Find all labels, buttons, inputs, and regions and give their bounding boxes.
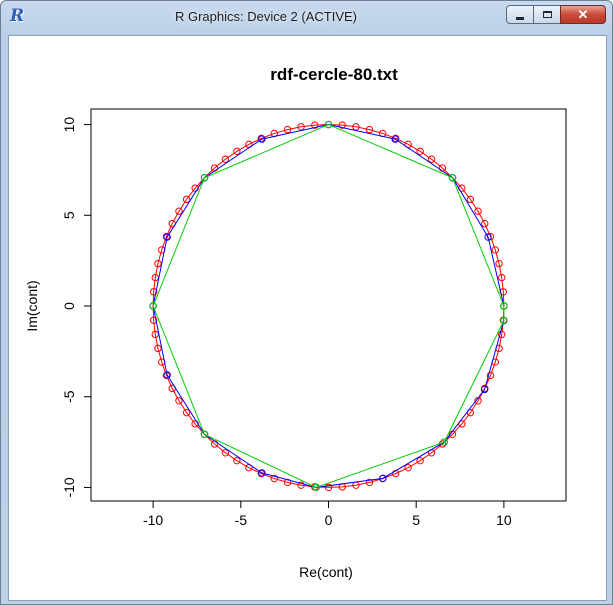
minimize-icon bbox=[516, 16, 524, 20]
series-1-point bbox=[258, 135, 266, 143]
series-0-point bbox=[154, 259, 162, 268]
window-controls: ✕ bbox=[506, 5, 606, 25]
y-tick-label: -10 bbox=[61, 477, 77, 497]
series-0-point bbox=[498, 273, 506, 282]
series-0-point bbox=[233, 456, 241, 465]
series-0-point bbox=[297, 123, 305, 131]
series-2-point bbox=[324, 120, 333, 129]
x-tick-label: 10 bbox=[496, 512, 512, 528]
r-app-icon: R bbox=[10, 6, 25, 26]
series-0-point bbox=[491, 246, 500, 254]
x-tick-label: -5 bbox=[235, 512, 248, 528]
series-0-point bbox=[365, 125, 374, 134]
series-0-point bbox=[365, 478, 374, 487]
series-1-line bbox=[152, 124, 505, 488]
series-0-point bbox=[154, 344, 162, 353]
series-0-point bbox=[221, 155, 230, 163]
series-2-point bbox=[500, 302, 508, 310]
series-0-point bbox=[481, 219, 489, 228]
y-axis-label: Im(cont) bbox=[24, 280, 40, 331]
series-0-point bbox=[221, 449, 230, 457]
y-tick-label: 10 bbox=[61, 117, 77, 133]
series-0-point bbox=[352, 123, 360, 131]
series-0-point bbox=[474, 207, 482, 215]
series-0-point bbox=[149, 288, 158, 296]
series-2-point bbox=[500, 316, 508, 325]
series-0-point bbox=[311, 121, 319, 129]
series-2-line bbox=[152, 124, 505, 488]
y-tick-label: 0 bbox=[61, 302, 77, 310]
maximize-button[interactable] bbox=[533, 5, 561, 24]
plot-frame bbox=[90, 108, 567, 502]
series-0-point bbox=[324, 483, 333, 492]
x-tick-label: -10 bbox=[143, 512, 163, 528]
series-0-point bbox=[416, 147, 424, 156]
series-0-point bbox=[182, 195, 191, 204]
series-0-point bbox=[149, 316, 158, 324]
plot-svg: rdf-cercle-80.txt Re(cont) Im(cont) -10-… bbox=[24, 65, 567, 580]
series-2-point bbox=[200, 430, 209, 438]
axes-group: -10 -5 0 5 10 -10 -5 0 5 10 bbox=[61, 108, 567, 528]
series-0-point bbox=[175, 397, 183, 405]
series-1-point bbox=[258, 469, 266, 477]
close-button[interactable]: ✕ bbox=[560, 5, 606, 24]
series-1-point bbox=[480, 385, 489, 394]
maximize-icon bbox=[542, 11, 552, 18]
series-0-point bbox=[495, 259, 503, 268]
series-2-point bbox=[448, 174, 457, 182]
series-1-point bbox=[379, 474, 387, 483]
title-bar[interactable]: R R Graphics: Device 2 (ACTIVE) ✕ bbox=[1, 1, 612, 35]
x-tick-label: 0 bbox=[325, 512, 333, 528]
series-2-point bbox=[440, 438, 448, 446]
graphics-device-area: rdf-cercle-80.txt Re(cont) Im(cont) -10-… bbox=[8, 35, 607, 601]
y-tick-label: 5 bbox=[61, 211, 77, 219]
series-0-point bbox=[427, 155, 436, 163]
x-axis-label: Re(cont) bbox=[299, 564, 353, 580]
window-title: R Graphics: Device 2 (ACTIVE) bbox=[174, 9, 358, 24]
close-icon: ✕ bbox=[577, 6, 589, 22]
series-0-point bbox=[233, 147, 241, 156]
series-2-point bbox=[149, 302, 157, 310]
x-tick-label: 5 bbox=[412, 512, 420, 528]
series-1-point bbox=[163, 233, 171, 241]
series-0-point bbox=[283, 478, 292, 487]
series-1-point bbox=[484, 233, 492, 241]
series-0-point bbox=[486, 371, 495, 380]
plot-title: rdf-cercle-80.txt bbox=[270, 65, 398, 84]
minimize-button[interactable] bbox=[506, 5, 534, 24]
y-tick-label: -5 bbox=[61, 390, 77, 403]
series-0-point bbox=[297, 481, 305, 489]
series-0-point bbox=[498, 330, 506, 339]
series-0-point bbox=[182, 408, 191, 417]
series-0-point bbox=[404, 463, 412, 472]
series-0-point bbox=[338, 121, 346, 129]
data-marks bbox=[149, 120, 508, 492]
series-0-point bbox=[416, 456, 424, 465]
series-0-point bbox=[175, 207, 183, 215]
series-2-point bbox=[200, 174, 209, 182]
series-1-point bbox=[391, 135, 399, 143]
series-2-point bbox=[312, 483, 320, 492]
series-0-point bbox=[270, 474, 279, 483]
series-0-point bbox=[466, 195, 475, 204]
series-1-point bbox=[163, 371, 171, 379]
series-0-point bbox=[283, 125, 292, 134]
